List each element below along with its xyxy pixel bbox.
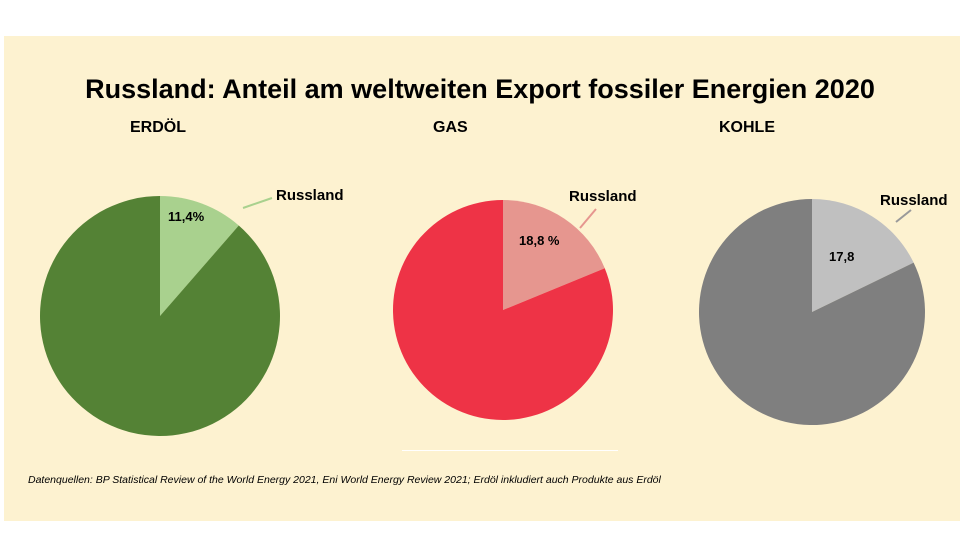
- pie-slice-kohle-russland: [812, 199, 914, 312]
- source-note: Datenquellen: BP Statistical Review of t…: [28, 474, 661, 486]
- arrow-erdoel: [242, 197, 273, 209]
- russland-label-gas: Russland: [569, 188, 637, 205]
- arrow-gas: [579, 208, 597, 229]
- russland-label-erdoel: Russland: [276, 187, 344, 204]
- pie-title-erdoel: ERDÖL: [130, 119, 186, 136]
- russland-label-kohle: Russland: [880, 192, 948, 209]
- pie-slice-erdoel-rest: [40, 196, 281, 437]
- pie-title-gas: GAS: [433, 119, 468, 136]
- pie-title-kohle: KOHLE: [719, 119, 775, 136]
- chart-title: Russland: Anteil am weltweiten Export fo…: [85, 74, 875, 104]
- pie-slice-kohle-rest: [699, 199, 925, 425]
- pie-slice-gas-rest: [393, 200, 613, 420]
- pie-slice-erdoel-russland: [160, 196, 239, 316]
- slice-label-gas: 18,8 %: [519, 233, 560, 248]
- divider-line: [402, 450, 618, 451]
- slice-label-kohle: 17,8: [829, 249, 855, 264]
- pie-slice-gas-russland: [503, 200, 605, 310]
- pie-gas: [393, 200, 613, 420]
- pie-kohle: [699, 199, 925, 425]
- pie-erdoel: [40, 196, 281, 437]
- slice-label-erdoel: 11,4%: [168, 209, 205, 224]
- arrow-kohle: [895, 209, 912, 223]
